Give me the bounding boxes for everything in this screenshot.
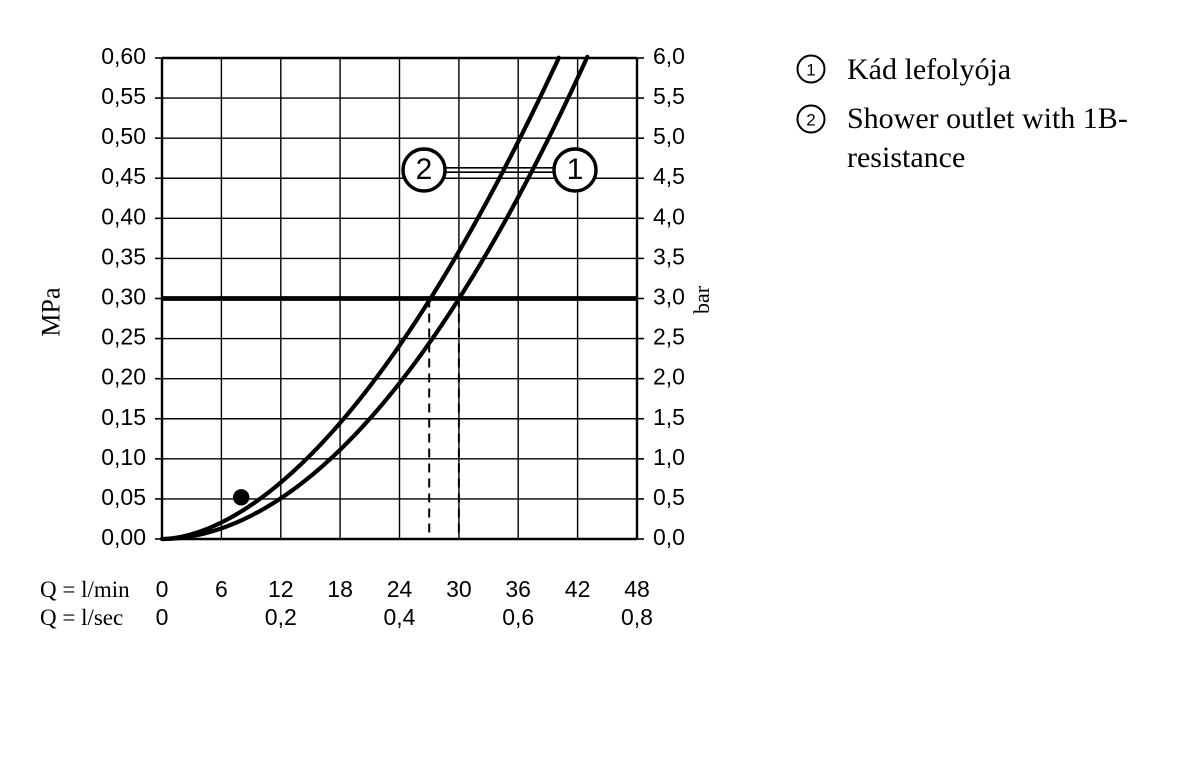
svg-text:2,5: 2,5 [653,324,685,350]
svg-text:3,0: 3,0 [653,284,685,310]
svg-text:0,50: 0,50 [101,123,146,149]
svg-text:0,45: 0,45 [101,163,146,189]
svg-text:0: 0 [156,604,169,630]
svg-text:4,0: 4,0 [653,203,685,229]
svg-text:0,05: 0,05 [101,484,146,510]
svg-text:1: 1 [806,61,815,80]
svg-text:resistance: resistance [847,141,965,174]
svg-text:0,30: 0,30 [101,284,146,310]
svg-text:bar: bar [689,285,714,314]
svg-text:0: 0 [156,576,169,602]
svg-text:24: 24 [387,576,413,602]
svg-text:MPa: MPa [37,287,66,337]
svg-text:0,2: 0,2 [265,604,297,630]
svg-text:1,5: 1,5 [653,404,685,430]
svg-text:0,6: 0,6 [502,604,534,630]
svg-text:5,5: 5,5 [653,83,685,109]
svg-text:Q = l/sec: Q = l/sec [40,605,123,630]
svg-text:4,5: 4,5 [653,163,685,189]
svg-text:36: 36 [505,576,531,602]
svg-text:Shower outlet with 1B-: Shower outlet with 1B- [847,102,1128,135]
svg-text:3,5: 3,5 [653,243,685,269]
svg-text:0,5: 0,5 [653,484,685,510]
svg-text:0,25: 0,25 [101,324,146,350]
svg-text:2,0: 2,0 [653,364,685,390]
svg-text:48: 48 [624,576,650,602]
svg-text:0,20: 0,20 [101,364,146,390]
svg-text:0,8: 0,8 [621,604,653,630]
svg-text:0,40: 0,40 [101,203,146,229]
svg-text:1,0: 1,0 [653,444,685,470]
svg-text:5,0: 5,0 [653,123,685,149]
svg-text:Q = l/min: Q = l/min [40,577,130,602]
svg-text:0,4: 0,4 [384,604,416,630]
svg-text:1: 1 [567,153,584,186]
svg-text:0,35: 0,35 [101,243,146,269]
svg-text:42: 42 [565,576,591,602]
svg-text:0,00: 0,00 [101,524,146,550]
svg-text:12: 12 [268,576,294,602]
svg-text:6,0: 6,0 [653,43,685,69]
svg-text:0,55: 0,55 [101,83,146,109]
svg-text:2: 2 [806,111,815,130]
svg-text:2: 2 [416,153,433,186]
svg-text:18: 18 [327,576,353,602]
svg-text:0,60: 0,60 [101,43,146,69]
svg-text:0,0: 0,0 [653,524,685,550]
svg-text:Kád lefolyója: Kád lefolyója [847,53,1011,86]
svg-text:30: 30 [446,576,472,602]
svg-text:6: 6 [215,576,228,602]
svg-text:0,10: 0,10 [101,444,146,470]
svg-text:0,15: 0,15 [101,404,146,430]
